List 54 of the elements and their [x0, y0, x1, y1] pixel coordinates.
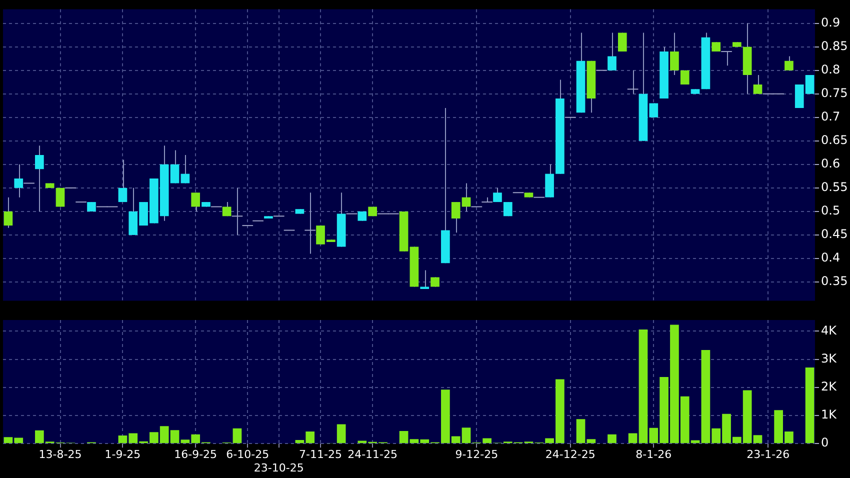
y-tick-label: 0.6 [821, 156, 840, 171]
candlestick [670, 32, 679, 76]
x-tick-label: 13-8-25 [38, 448, 82, 462]
candlestick [4, 196, 13, 228]
bar [586, 439, 596, 444]
candlestick [87, 202, 96, 212]
y-tick-label: 0.4 [821, 250, 840, 265]
bar [336, 424, 346, 444]
bar [399, 430, 408, 444]
y-tick-label: 0.8 [821, 62, 840, 76]
candlestick [753, 74, 762, 94]
x-tick-label: 8-1-26 [636, 448, 672, 462]
x-tick-label: 6-10-25 [226, 448, 270, 462]
x-tick-label: 1-9-25 [104, 448, 141, 462]
candlestick [618, 32, 627, 52]
x-tick-label: 16-9-25 [174, 448, 218, 462]
y-tick-label: 0.35 [821, 274, 848, 288]
y-tick-label: 2K [821, 380, 838, 394]
y-tick-label: 0.9 [821, 15, 840, 30]
x-tick-label: 24-11-25 [348, 448, 398, 462]
y-tick-label: 1K [821, 408, 838, 422]
candlestick [35, 145, 44, 212]
candlestick [420, 270, 430, 290]
y-tick-label: 0.75 [821, 86, 848, 100]
candlestick [191, 192, 200, 212]
candlestick [680, 70, 690, 85]
y-tick-label: 4K [821, 323, 838, 338]
x-tick-label: 7-11-25 [299, 448, 342, 462]
x-tick-label: 24-12-25 [545, 448, 596, 462]
candlestick [493, 187, 502, 203]
y-tick-label: 0.45 [821, 227, 848, 242]
bar [232, 428, 242, 444]
bar [608, 434, 616, 444]
candlestick [784, 56, 794, 71]
candlestick [608, 32, 616, 71]
x-tick-label: 9-12-25 [455, 448, 498, 462]
candlestick [503, 202, 512, 217]
y-tick-label: 0.65 [821, 133, 848, 148]
bar [805, 367, 814, 444]
y-tick-label: 0.55 [821, 180, 848, 194]
x-tick-label: 23-1-26 [746, 448, 790, 462]
bar [628, 433, 638, 444]
y-tick-label: 0.7 [821, 110, 840, 124]
y-tick-label: 3K [821, 351, 838, 366]
y-tick-label: 0.5 [821, 204, 840, 218]
candlestick [545, 164, 554, 198]
y-tick-label: 0 [821, 436, 829, 450]
candlestick [14, 164, 24, 198]
candlestick [222, 202, 232, 217]
x-tick-label: 23-10-25 [254, 461, 304, 474]
bar [576, 419, 586, 444]
y-tick-label: 0.85 [821, 38, 848, 53]
candlestick [118, 159, 128, 203]
candlestick [180, 154, 190, 184]
